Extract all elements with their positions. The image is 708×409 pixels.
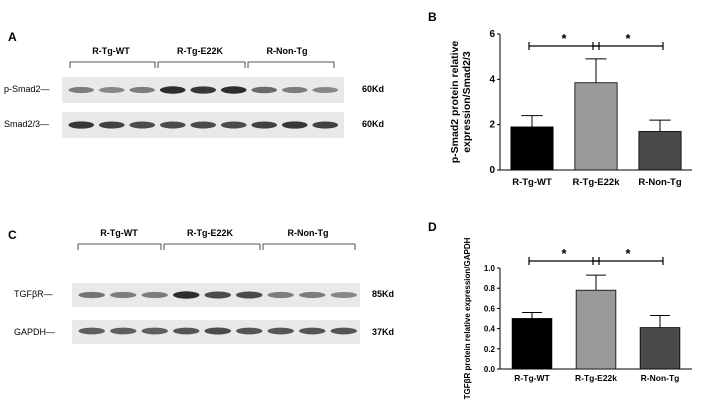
panel-label-d: D (428, 220, 437, 234)
chart-d-y-tick-label-3: 0.6 (484, 304, 496, 313)
blot-a-band-row1-lane3 (159, 121, 186, 129)
blot-c-size-tgfbr: 85Kd (372, 289, 395, 299)
blot-a-size-smad23: 60Kd (362, 119, 385, 129)
chart-b-y-tick-label-3: 6 (489, 29, 495, 40)
chart-b-bar-0 (510, 126, 554, 171)
chart-d-category-label-1: R-Tg-E22k (575, 373, 617, 383)
blot-c-band-row0-lane0 (78, 291, 105, 299)
blot-c-size-gapdh: 37Kd (372, 327, 395, 337)
blot-c-row-label-gapdh: GAPDH— (14, 327, 56, 337)
blot-c-band-row0-lane1 (110, 291, 137, 299)
blot-a-band-row1-lane4 (190, 121, 217, 129)
blot-c-group-label-wt: R-Tg-WT (100, 228, 138, 238)
blot-c-band-row0-lane2 (141, 291, 168, 299)
chart-b-sig-star-0: * (561, 31, 567, 46)
chart-d-bar-1 (575, 289, 617, 370)
panel-label-c: C (8, 228, 17, 242)
chart-b-y-tick-label-2: 4 (489, 74, 495, 85)
blot-c-band-row1-lane7 (299, 327, 326, 335)
chart-d-bar-0 (511, 318, 553, 370)
blot-c-band-row1-lane6 (267, 327, 294, 335)
blot-c-band-row0-lane7 (299, 291, 326, 299)
blot-a-band-row0-lane5 (220, 86, 247, 94)
blot-a-band-row0-lane2 (129, 86, 156, 94)
blot-a-band-row1-lane7 (281, 121, 308, 129)
chart-d-y-tick-label-2: 0.4 (484, 325, 496, 334)
chart-b-category-label-1: R-Tg-E22k (573, 177, 621, 188)
blot-a-size-psmad2: 60Kd (362, 84, 385, 94)
blot-a-band-row0-lane4 (190, 86, 217, 94)
blot-a-band-row0-lane0 (68, 86, 95, 94)
blot-a-band-row1-lane0 (68, 121, 95, 129)
chart-d-category-label-2: R-Non-Tg (641, 373, 680, 383)
blot-a-band-row1-lane5 (220, 121, 247, 129)
blot-c-band-row0-lane8 (330, 292, 357, 298)
blot-c-band-row0-lane6 (267, 291, 294, 299)
blot-c-group-label-nontg: R-Non-Tg (287, 228, 329, 238)
blot-c-band-row1-lane0 (78, 327, 105, 335)
chart-b-y-axis-label-1: expression/Smad2/3 (461, 51, 473, 153)
blot-c-band-row1-lane8 (330, 327, 357, 335)
chart-d-y-tick-label-0: 0.0 (484, 365, 496, 374)
chart-b-y-axis-label-0: p-Smad2 protein relative (449, 41, 461, 164)
blot-a-band-row0-lane1 (98, 87, 125, 93)
panel-label-a: A (8, 30, 17, 44)
blot-a-band-row1-lane6 (251, 121, 278, 129)
blot-c-group-label-e22k: R-Tg-E22K (186, 228, 234, 238)
chart-d-y-tick-label-1: 0.2 (484, 345, 496, 354)
blot-c-bands (78, 291, 357, 335)
blot-c-band-row0-lane3 (173, 291, 200, 299)
chart-d-sig-star-0: * (561, 246, 567, 261)
blot-c-group-brackets (77, 243, 356, 250)
chart-b-bar-2 (638, 131, 682, 171)
blot-c-band-row0-lane4 (204, 291, 231, 299)
panel-label-b: B (428, 10, 437, 24)
chart-b-sig-star-1: * (625, 31, 631, 46)
chart-d-sig-star-1: * (625, 246, 631, 261)
chart-d-y-tick-label-5: 1.0 (484, 264, 496, 273)
chart-b-y-tick-label-0: 0 (489, 165, 495, 176)
chart-d-bar-2 (639, 327, 681, 370)
chart-b-y-tick-label-1: 2 (489, 120, 495, 131)
blot-c-band-row0-lane5 (236, 291, 263, 299)
chart-b-bar-1 (574, 82, 618, 171)
chart-b-category-label-2: R-Non-Tg (638, 177, 681, 188)
chart-d-tgfbr-ratio: 0.0 0.2 0.4 0.6 0.8 1.0 TGFβR protein relative… (463, 237, 692, 399)
chart-b-category-label-0: R-Tg-WT (512, 177, 552, 188)
blot-a-row-label-psmad2: p-Smad2— (4, 84, 50, 94)
blot-a-band-row0-lane7 (281, 86, 308, 94)
blot-a-group-label-e22k: R-Tg-E22K (176, 46, 224, 56)
blot-c-band-row1-lane3 (173, 327, 200, 335)
blot-a-band-row0-lane8 (312, 87, 339, 93)
blot-a-group-label-wt: R-Tg-WT (92, 46, 130, 56)
blot-a-band-row1-lane2 (129, 121, 156, 129)
blot-c-row-label-tgfbr: TGFβR— (14, 289, 53, 299)
chart-b-pSmad2-ratio: 0 2 4 6 p-Smad2 protein relative expression/S… (449, 29, 692, 188)
blot-a-group-brackets (69, 61, 335, 68)
blot-a-band-row0-lane6 (251, 86, 278, 94)
blot-c-band-row1-lane2 (141, 327, 168, 335)
blot-a-group-label-nontg: R-Non-Tg (266, 46, 308, 56)
blot-c-band-row1-lane1 (110, 327, 137, 335)
blot-a-bands (68, 86, 339, 129)
blot-c-band-row1-lane5 (236, 327, 263, 335)
blot-a-band-row0-lane3 (159, 86, 186, 94)
blot-a-band-row1-lane1 (98, 121, 125, 129)
chart-d-y-axis-label-0: TGFβR protein relative expression/GAPDH (463, 237, 472, 399)
chart-d-y-tick-label-4: 0.8 (484, 284, 496, 293)
blot-c-band-row1-lane4 (204, 327, 231, 335)
chart-d-category-label-0: R-Tg-WT (514, 373, 550, 383)
blot-a-row-label-smad23: Smad2/3— (4, 119, 50, 129)
blot-a-band-row1-lane8 (312, 121, 339, 129)
